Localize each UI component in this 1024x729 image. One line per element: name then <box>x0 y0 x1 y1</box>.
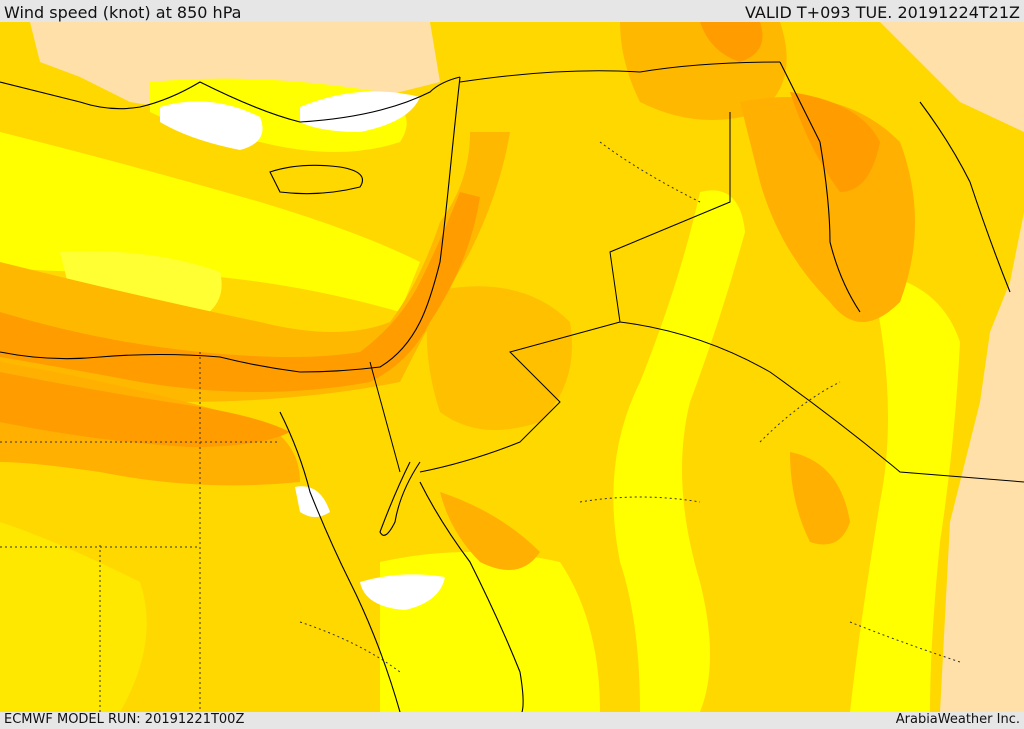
wind-band-orange-jet <box>0 192 480 392</box>
wind-band-orange-egypt <box>0 372 290 447</box>
wind-band-calm-3 <box>360 574 445 610</box>
wind-band-beige-east <box>940 212 1024 712</box>
wind-band-yellow-east <box>850 272 960 712</box>
map-footer: ECMWF MODEL RUN: 20191221T00Z ArabiaWeat… <box>0 712 1024 729</box>
wind-band-orange-iraq <box>790 92 880 192</box>
country-borders <box>0 141 961 712</box>
wind-band-calm-1 <box>160 101 263 150</box>
wind-band-calm-4 <box>295 486 330 517</box>
wind-band-yellow-sw <box>0 522 147 712</box>
wind-band-orange-north <box>700 22 763 62</box>
wind-band-calm-2 <box>300 91 420 132</box>
wind-band-yellow-corridor <box>613 190 745 712</box>
coastlines <box>0 61 1011 712</box>
model-run-label: ECMWF MODEL RUN: 20191221T00Z <box>4 712 245 727</box>
valid-time: VALID T+093 TUE. 20191224T21Z <box>744 3 1020 22</box>
wind-band-amber-jordan <box>426 286 572 430</box>
map-header: Wind speed (knot) at 850 hPa VALID T+093… <box>0 0 1024 22</box>
credit-label: ArabiaWeather Inc. <box>895 712 1020 727</box>
political-borders <box>369 61 1024 483</box>
wind-speed-map <box>0 22 1024 712</box>
wind-band-beige-northeast <box>880 22 1024 132</box>
map-title: Wind speed (knot) at 850 hPa <box>4 3 242 22</box>
map-canvas <box>0 22 1024 712</box>
wind-band-amber-patch <box>790 452 850 545</box>
wind-band-amber-sinai <box>440 492 540 570</box>
